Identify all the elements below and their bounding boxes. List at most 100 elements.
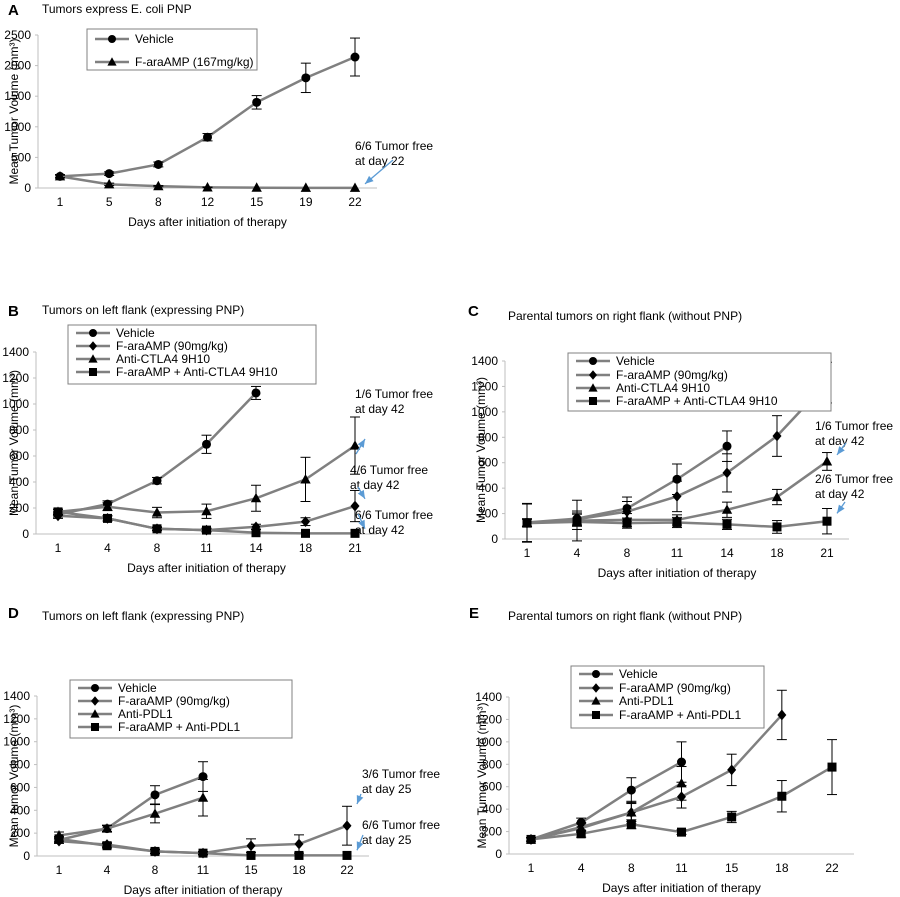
x-tick-label: 14 <box>720 546 734 560</box>
data-point <box>626 785 636 795</box>
y-tick-label: 1000 <box>471 405 498 419</box>
y-tick-label: 1400 <box>2 345 29 359</box>
legend-marker <box>592 670 600 678</box>
x-tick-label: 1 <box>524 546 531 560</box>
x-tick-label: 1 <box>56 863 63 877</box>
annotation-text: at day 42 <box>815 434 865 448</box>
x-tick-label: 1 <box>55 541 62 555</box>
data-point <box>342 820 352 832</box>
annotation-text: at day 42 <box>355 402 405 416</box>
chart-panel-d: D Tumors on left flank (expressing PNP) 0 2… <box>3 605 440 897</box>
annotation-text: at day 42 <box>815 487 865 501</box>
y-tick-label: 500 <box>11 150 31 164</box>
legend-label: F-araAMP + Anti-PDL1 <box>619 708 741 722</box>
x-tick-label: 5 <box>106 195 113 209</box>
y-axis-label: Mean Tumor Volume (mm³) <box>7 38 21 184</box>
data-point <box>152 476 162 486</box>
y-tick-label: 600 <box>10 780 30 794</box>
data-point <box>54 834 64 844</box>
y-tick-label: 1400 <box>471 354 498 368</box>
x-tick-label: 15 <box>244 863 258 877</box>
y-tick-label: 1400 <box>3 689 30 703</box>
x-tick-label: 14 <box>249 541 263 555</box>
y-tick-label: 2000 <box>4 59 31 73</box>
data-point <box>672 517 682 527</box>
data-point <box>342 850 352 860</box>
data-point <box>251 528 261 538</box>
series-square <box>53 507 360 538</box>
legend-label: F-araAMP + Anti-CTLA4 9H10 <box>116 365 278 379</box>
annotation-text: 4/6 Tumor free <box>350 463 428 477</box>
legend-marker <box>108 35 116 43</box>
data-point <box>676 777 687 788</box>
legend-marker <box>91 684 99 692</box>
panel-letter: A <box>8 2 19 19</box>
annotation-text: 6/6 Tumor free <box>355 508 433 522</box>
x-tick-label: 8 <box>155 195 162 209</box>
data-point <box>250 492 262 503</box>
legend-box <box>67 324 317 385</box>
data-point <box>197 792 209 802</box>
data-point <box>150 846 160 856</box>
legend-box <box>570 665 765 729</box>
data-point <box>349 182 361 192</box>
data-point <box>151 507 163 517</box>
y-tick-label: 0 <box>24 181 31 195</box>
data-point <box>572 517 582 527</box>
series-triangle <box>54 170 361 192</box>
legend-label: Vehicle <box>135 32 174 46</box>
x-tick-label: 4 <box>574 546 581 560</box>
y-tick-label: 0 <box>22 527 29 541</box>
data-point <box>672 491 682 502</box>
x-axis-label: Days after initiation of therapy <box>602 881 761 895</box>
annotation-arrow-head <box>837 446 845 455</box>
legend-marker <box>91 696 99 706</box>
legend-marker <box>589 370 597 380</box>
panel-letter: B <box>8 303 19 320</box>
x-tick-label: 4 <box>578 861 585 875</box>
data-point <box>350 500 360 512</box>
data-point <box>198 848 208 858</box>
data-point <box>246 840 256 852</box>
legend-label: F-araAMP (90mg/kg) <box>118 694 230 708</box>
legend-label: Vehicle <box>116 326 155 340</box>
chart-panel-e: E Parental tumors on right flank (without… <box>469 605 854 895</box>
data-point <box>622 518 632 528</box>
legend-marker <box>589 357 597 365</box>
series-line <box>57 392 257 516</box>
x-tick-label: 22 <box>340 863 354 877</box>
data-point <box>300 474 311 484</box>
y-tick-label: 800 <box>9 423 29 437</box>
x-tick-label: 11 <box>197 863 210 877</box>
x-tick-label: 22 <box>825 861 839 875</box>
data-point <box>201 505 212 516</box>
legend-marker <box>589 397 597 405</box>
annotation-arrow-head <box>357 439 365 448</box>
y-axis-label: Mean Tumor Volume (mm³) <box>475 702 489 848</box>
annotation-arrow-head <box>358 519 365 529</box>
x-axis-label: Days after initiation of therapy <box>127 561 286 575</box>
annotation-arrow-head <box>356 795 364 804</box>
x-tick-label: 22 <box>348 195 362 209</box>
legend-label: Vehicle <box>619 667 658 681</box>
data-point <box>104 169 114 179</box>
data-point <box>526 834 536 844</box>
chart-title: Parental tumors on right flank (without … <box>508 309 742 323</box>
data-point <box>301 516 310 528</box>
x-axis-label: Days after initiation of therapy <box>598 566 757 580</box>
y-tick-label: 800 <box>478 430 498 444</box>
x-tick-label: 4 <box>104 863 111 877</box>
legend-label: F-araAMP (167mg/kg) <box>135 55 253 69</box>
y-tick-label: 800 <box>482 757 502 771</box>
chart-title: Tumors on left flank (expressing PNP) <box>42 303 244 317</box>
legend-label: Anti-PDL1 <box>118 707 173 721</box>
annotation-text: at day 25 <box>362 833 412 847</box>
data-point <box>300 182 312 192</box>
data-point <box>102 501 113 511</box>
legend-marker <box>89 368 97 376</box>
